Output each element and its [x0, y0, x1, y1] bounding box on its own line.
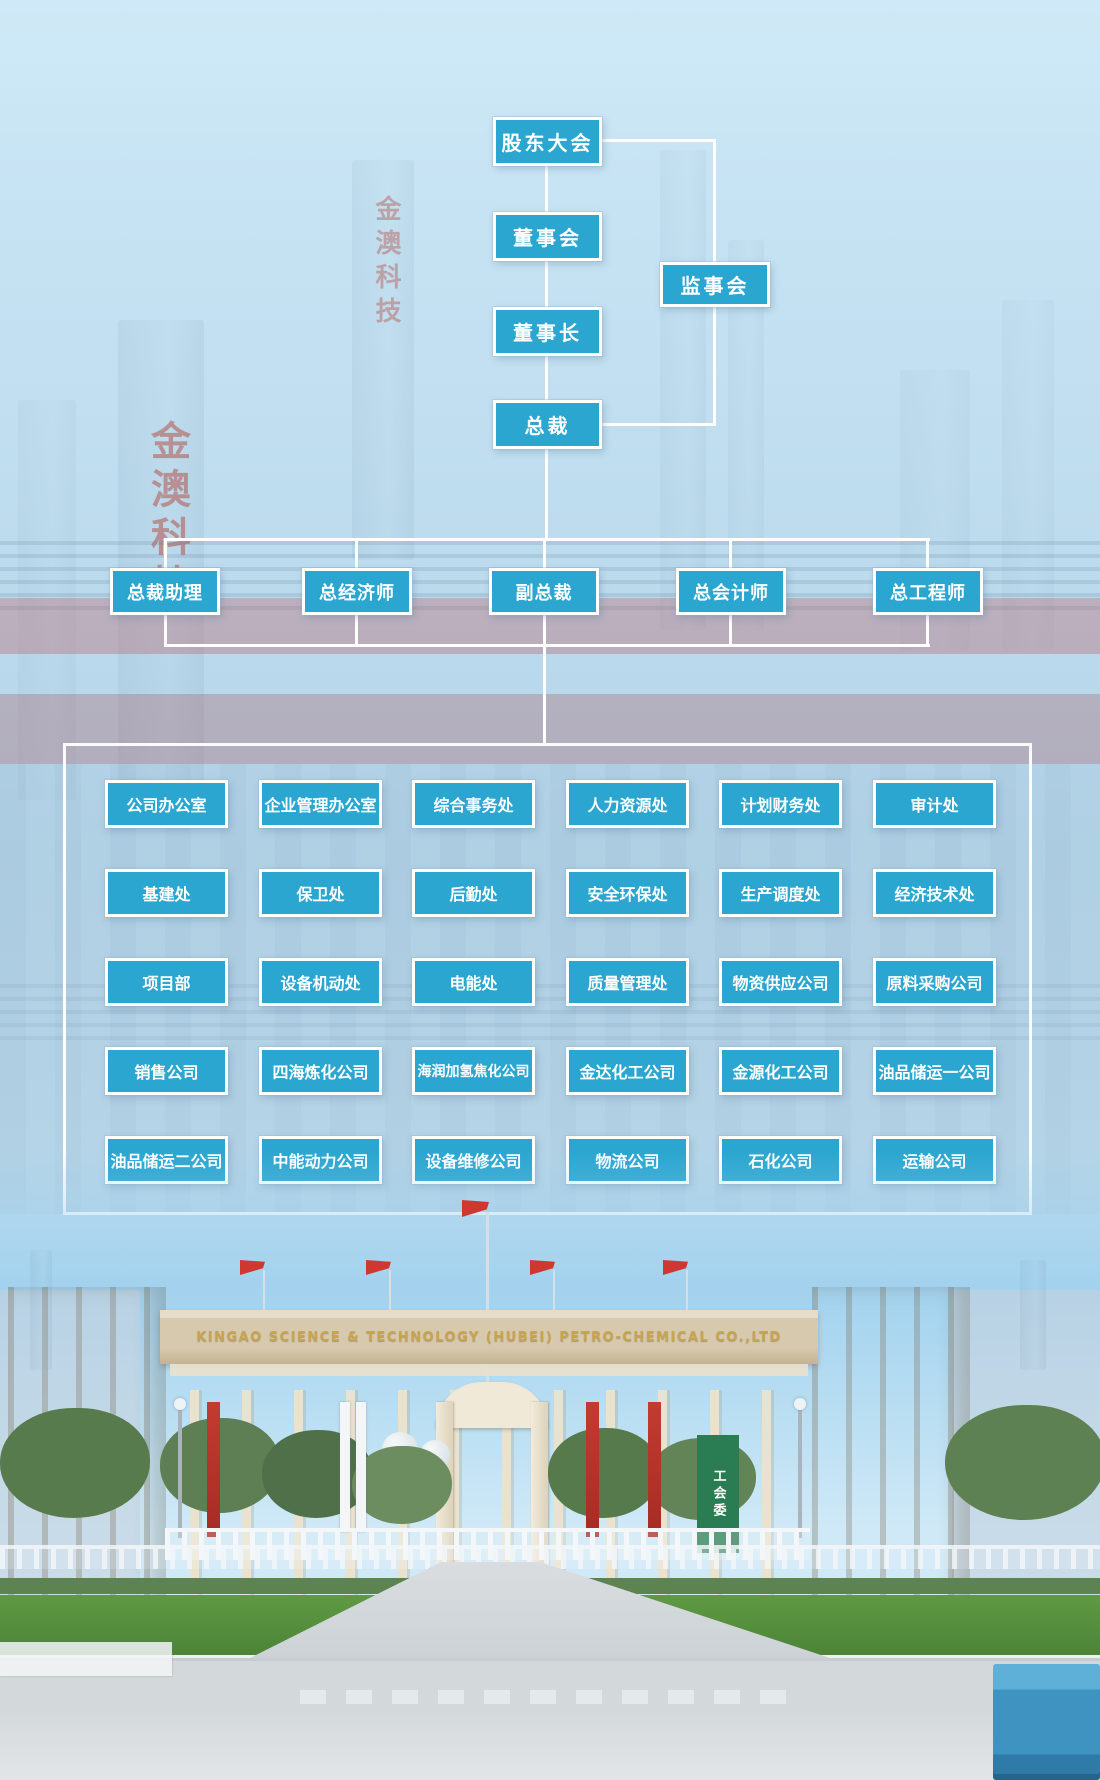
connector: [543, 541, 546, 568]
node-chief-engineer: 总工程师: [873, 568, 983, 615]
connector: [355, 541, 358, 568]
dept-node: 物资供应公司: [719, 958, 842, 1006]
center-flag-pole: [486, 1212, 489, 1390]
dept-node: 综合事务处: [412, 780, 535, 828]
connector: [926, 615, 929, 644]
connector: [355, 615, 358, 644]
dept-node: 审计处: [873, 780, 996, 828]
node-board-of-directors: 董事会: [493, 212, 602, 261]
node-chief-economist: 总经济师: [302, 568, 412, 615]
distant-tower: [30, 1250, 52, 1370]
connector: [729, 615, 732, 644]
flag-pole: [553, 1270, 555, 1316]
connector: [729, 541, 732, 568]
node-vice-president: 副总裁: [489, 568, 599, 615]
gate-lintel: [170, 1364, 808, 1376]
tree: [945, 1405, 1100, 1520]
connector: [545, 449, 548, 538]
dept-node: 设备机动处: [259, 958, 382, 1006]
white-sign: [340, 1402, 350, 1532]
dept-node: 油品储运一公司: [873, 1047, 996, 1095]
chimney-text-2: 金澳科技: [371, 195, 401, 331]
hedge: [555, 1578, 1100, 1594]
gate-photo: KINGAO SCIENCE & TECHNOLOGY (HUBEI) PETR…: [0, 1150, 1100, 1780]
gate-beam: KINGAO SCIENCE & TECHNOLOGY (HUBEI) PETR…: [160, 1310, 818, 1364]
dept-node: 公司办公室: [105, 780, 228, 828]
background-tower: [18, 400, 76, 800]
perimeter-fence: [0, 1545, 1100, 1569]
distant-tower: [1020, 1260, 1046, 1370]
connector: [545, 166, 548, 212]
dept-node: 基建处: [105, 869, 228, 917]
dept-node: 销售公司: [105, 1047, 228, 1095]
dept-node: 经济技术处: [873, 869, 996, 917]
lamp-head: [174, 1398, 186, 1410]
connector: [543, 615, 546, 644]
dept-node: 生产调度处: [719, 869, 842, 917]
dept-node: 质量管理处: [566, 958, 689, 1006]
tree: [352, 1446, 452, 1524]
lamp-head: [794, 1398, 806, 1410]
node-shareholders-meeting: 股东大会: [493, 117, 602, 166]
red-banner: [586, 1402, 599, 1537]
hedge: [0, 1578, 445, 1594]
node-chief-accountant: 总会计师: [676, 568, 786, 615]
background-tower: [660, 150, 706, 630]
dept-node: 安全环保处: [566, 869, 689, 917]
red-banner: [648, 1402, 661, 1537]
connector: [545, 261, 548, 307]
node-chairman: 董事长: [493, 307, 602, 356]
dept-node: 保卫处: [259, 869, 382, 917]
dept-node: 电能处: [412, 958, 535, 1006]
connector: [164, 615, 167, 644]
tree: [548, 1428, 660, 1518]
connector: [545, 356, 548, 400]
background-red-band: [0, 694, 1100, 764]
departments-container: 公司办公室 企业管理办公室 综合事务处 人力资源处 计划财务处 审计处 基建处 …: [63, 743, 1032, 1215]
background-chimney-center: [352, 160, 414, 560]
flag-pole: [389, 1270, 391, 1316]
red-banner: [207, 1402, 220, 1537]
white-sign: [356, 1402, 366, 1532]
connector: [543, 647, 546, 743]
node-supervisory-board: 监事会: [660, 262, 770, 307]
dept-node: 计划财务处: [719, 780, 842, 828]
node-president: 总裁: [493, 400, 602, 449]
dept-node: 四海炼化公司: [259, 1047, 382, 1095]
node-president-assistant: 总裁助理: [110, 568, 220, 615]
flag-pole: [686, 1270, 688, 1316]
gate-sign-text: KINGAO SCIENCE & TECHNOLOGY (HUBEI) PETR…: [196, 1329, 782, 1345]
connector-bus-bottom: [164, 644, 930, 647]
connector: [164, 541, 167, 568]
dept-node: 企业管理办公室: [259, 780, 382, 828]
crosswalk: [300, 1690, 800, 1704]
lamp-post: [178, 1408, 182, 1538]
dept-node: 海润加氢焦化公司: [412, 1047, 535, 1095]
dept-node: 金达化工公司: [566, 1047, 689, 1095]
tree: [0, 1408, 150, 1518]
connector: [602, 423, 715, 426]
dept-node: 原料采购公司: [873, 958, 996, 1006]
dept-node: 项目部: [105, 958, 228, 1006]
dept-node: 人力资源处: [566, 780, 689, 828]
background-tower: [1002, 300, 1054, 650]
dept-node: 后勤处: [412, 869, 535, 917]
blue-structure: [993, 1664, 1100, 1780]
lamp-post: [798, 1408, 802, 1538]
connector-bus-top: [164, 538, 930, 541]
left-gate-fence: [0, 1642, 172, 1676]
flag-pole: [263, 1270, 265, 1316]
connector: [926, 541, 929, 568]
connector: [602, 139, 716, 142]
dept-node: 金源化工公司: [719, 1047, 842, 1095]
